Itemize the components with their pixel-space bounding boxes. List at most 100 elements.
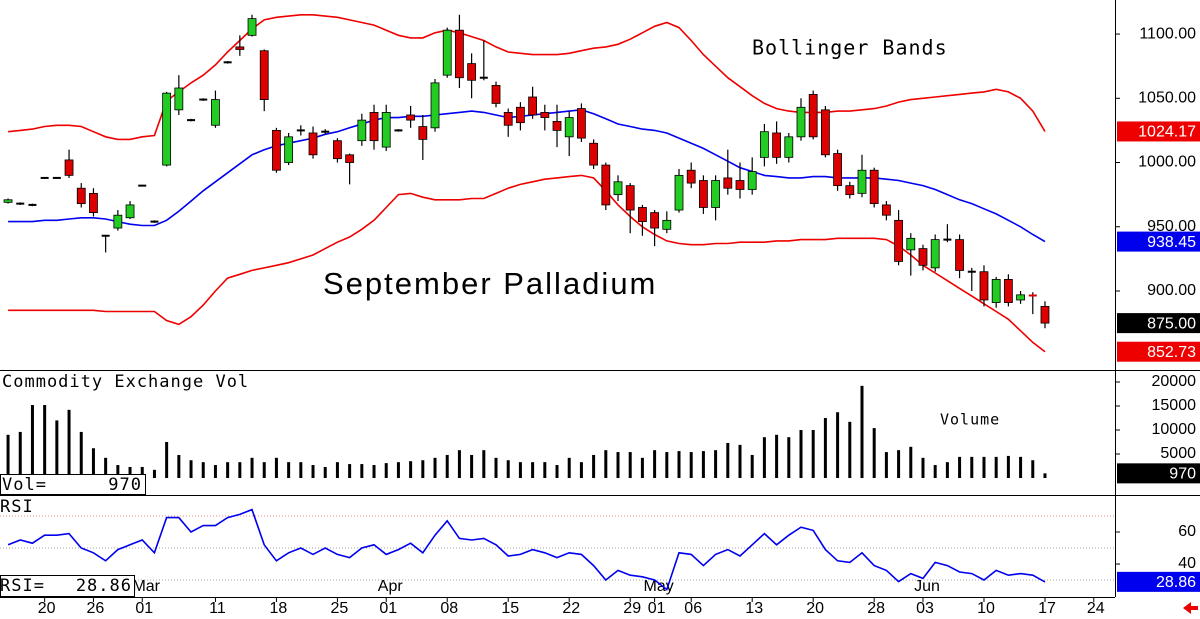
candle-body bbox=[991, 279, 1001, 303]
candle-body bbox=[638, 207, 647, 223]
candle-body bbox=[345, 154, 355, 163]
value-prefix: RSI= bbox=[0, 576, 45, 596]
candle-body bbox=[430, 82, 440, 129]
candle-body bbox=[601, 164, 611, 206]
volume-bar bbox=[762, 437, 766, 479]
x-tick-label: 10 bbox=[977, 600, 995, 617]
volume-bar bbox=[775, 434, 779, 479]
candle-body bbox=[1040, 306, 1050, 324]
volume-bar bbox=[116, 465, 120, 479]
candle-body bbox=[833, 153, 842, 187]
x-tick-label: 08 bbox=[440, 600, 458, 617]
volume-bar bbox=[335, 462, 339, 479]
value-readout: 28.86 bbox=[76, 576, 132, 596]
volume-bar bbox=[836, 412, 840, 479]
candle-body bbox=[979, 271, 989, 301]
volume-bar bbox=[201, 462, 205, 479]
candle-body bbox=[686, 169, 696, 184]
volume-bar bbox=[287, 462, 291, 479]
volume-bar bbox=[299, 462, 303, 479]
candle-body bbox=[699, 180, 708, 208]
volume-bar bbox=[274, 457, 278, 479]
x-tick-label: 01 bbox=[379, 600, 397, 617]
candle-body bbox=[552, 121, 562, 131]
volume-bar bbox=[982, 456, 986, 479]
candle-body bbox=[674, 174, 684, 211]
volume-bar bbox=[360, 464, 364, 479]
volume-bar bbox=[177, 454, 181, 479]
volume-bar bbox=[433, 457, 437, 479]
x-tick-label: 13 bbox=[745, 600, 763, 617]
x-tick-label: 06 bbox=[684, 600, 702, 617]
volume-bar bbox=[91, 448, 95, 479]
rsi-line bbox=[7, 508, 1046, 591]
candle-body bbox=[272, 129, 281, 171]
x-tick-label: 24 bbox=[1087, 600, 1105, 617]
volume-bar bbox=[726, 442, 730, 479]
volume-bar bbox=[67, 409, 71, 479]
volume-bar bbox=[494, 457, 498, 479]
x-tick-label: 03 bbox=[916, 600, 934, 617]
volume-bar bbox=[543, 462, 547, 479]
y-tick-label: 950.00 bbox=[1147, 218, 1196, 235]
candle-body bbox=[625, 185, 635, 211]
candle-body bbox=[357, 119, 367, 142]
volume-bar bbox=[128, 466, 132, 479]
y-tick-label: 20000 bbox=[1152, 373, 1197, 390]
value-box bbox=[0, 474, 146, 495]
candle-body bbox=[503, 112, 513, 126]
candle-body bbox=[211, 99, 220, 126]
volume-bar bbox=[872, 428, 876, 479]
volume-bar bbox=[189, 460, 193, 479]
volume-bar bbox=[811, 429, 815, 479]
volume-bar bbox=[165, 442, 169, 479]
candle-body bbox=[89, 192, 98, 214]
candle-body bbox=[1016, 294, 1025, 301]
volume-bar bbox=[396, 462, 400, 479]
scroll-arrow[interactable] bbox=[1183, 602, 1198, 614]
candle-body bbox=[284, 136, 294, 163]
x-tick-label: 22 bbox=[562, 600, 580, 617]
band-last-label-box bbox=[1117, 231, 1200, 252]
candle-body bbox=[516, 106, 525, 124]
candle-body bbox=[894, 219, 903, 262]
band-last-label-box bbox=[1117, 341, 1200, 362]
volume-bar bbox=[897, 450, 901, 479]
x-tick-label: 01 bbox=[135, 600, 153, 617]
month-label: Mar bbox=[132, 578, 160, 595]
value-readout: 970 bbox=[108, 475, 142, 495]
candle-body bbox=[735, 180, 745, 190]
chart-title: September Palladium bbox=[323, 266, 657, 301]
volume-bar bbox=[213, 465, 217, 479]
x-tick-label: 18 bbox=[270, 600, 288, 617]
candle-body bbox=[113, 214, 123, 229]
candle-body bbox=[64, 159, 74, 176]
candle-body bbox=[650, 212, 660, 229]
volume-bar bbox=[250, 457, 254, 479]
candle-body bbox=[308, 132, 318, 156]
band-last-label-box bbox=[1117, 121, 1200, 142]
volume-bar bbox=[457, 450, 461, 479]
x-tick-label: 15 bbox=[501, 600, 519, 617]
volume-bar bbox=[823, 417, 827, 479]
month-label: Apr bbox=[378, 578, 404, 595]
candle-body bbox=[747, 171, 757, 190]
volume-bar bbox=[604, 450, 608, 479]
x-tick-label: 25 bbox=[331, 600, 349, 617]
month-label: May bbox=[643, 578, 673, 595]
y-tick-label: 60 bbox=[1178, 523, 1196, 540]
volume-bar bbox=[1006, 455, 1010, 479]
x-tick-label: 29 bbox=[623, 600, 641, 617]
candle-body bbox=[76, 187, 86, 205]
candle-body bbox=[577, 108, 586, 139]
close-label-box bbox=[1117, 313, 1200, 334]
candle-body bbox=[820, 109, 830, 156]
volume-bar bbox=[933, 465, 937, 479]
volume-bar bbox=[531, 462, 535, 479]
candle-body bbox=[442, 29, 452, 76]
y-tick-label: 15000 bbox=[1152, 397, 1197, 414]
volume-bar bbox=[226, 462, 230, 479]
volume-bar bbox=[445, 454, 449, 479]
candle-body bbox=[1003, 279, 1013, 303]
band-last-label: 1024.17 bbox=[1138, 124, 1196, 141]
